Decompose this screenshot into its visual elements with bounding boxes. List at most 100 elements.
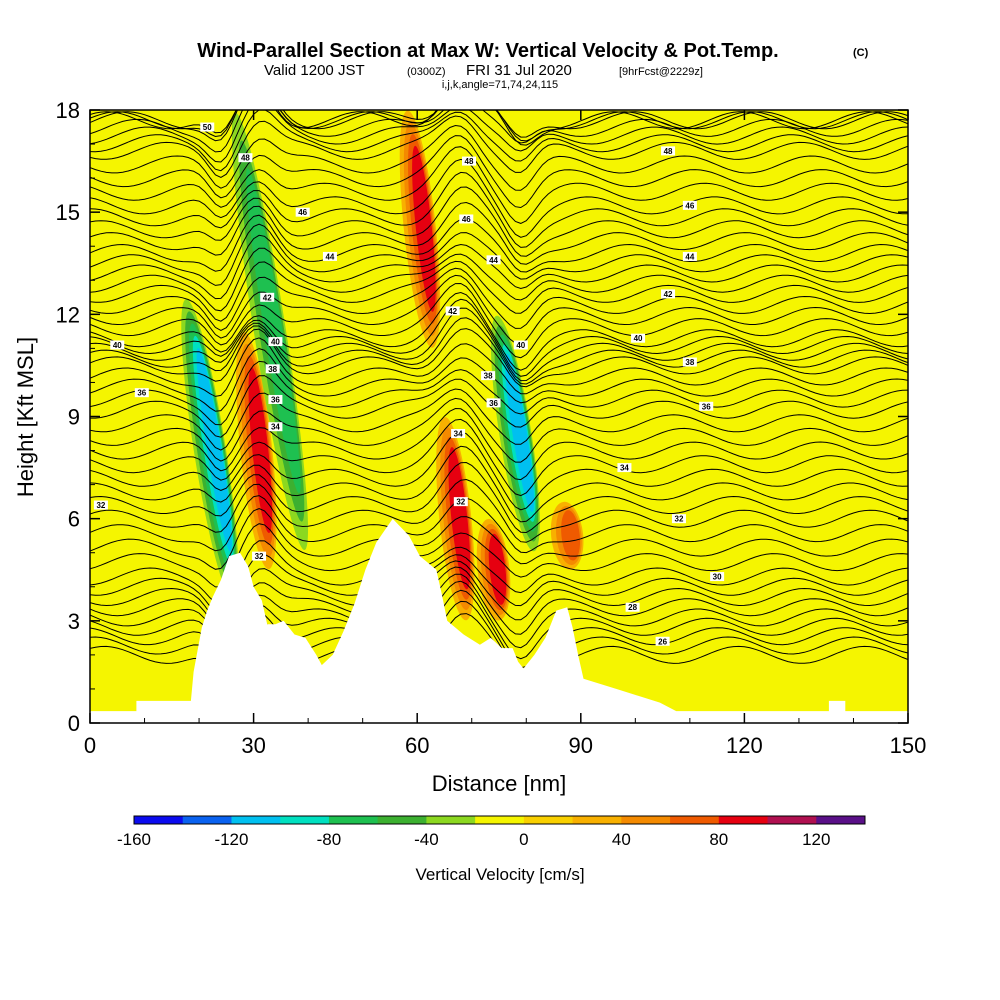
svg-text:42: 42 <box>448 307 457 316</box>
svg-text:36: 36 <box>489 399 498 408</box>
svg-text:38: 38 <box>685 358 694 367</box>
theta-contour-line <box>90 135 908 209</box>
theta-contour-line <box>90 282 908 359</box>
theta-contour-label: 32 <box>453 497 468 507</box>
svg-text:32: 32 <box>96 501 105 510</box>
theta-contour-line <box>90 508 908 570</box>
colorbar-label: Vertical Velocity [cm/s] <box>415 865 584 884</box>
theta-contour-label: 36 <box>268 394 283 404</box>
theta-contour-line <box>90 407 908 481</box>
theta-contour-line <box>90 158 908 238</box>
theta-contour-label: 44 <box>486 255 501 265</box>
theta-contour-line <box>90 214 908 273</box>
theta-contour-line <box>90 110 908 142</box>
colorbar-swatch <box>134 816 184 824</box>
theta-contour-label: 40 <box>631 333 646 343</box>
theta-contour-label: 42 <box>661 289 676 299</box>
x-tick-label: 30 <box>241 733 265 758</box>
plot-area: 32 36 40 50 48 46 44 42 40 38 36 34 32 48 46 44 42 40 38 36… <box>90 110 908 723</box>
y-tick-label: 6 <box>68 507 80 532</box>
theta-contour-label: 46 <box>295 207 310 217</box>
velocity-cell <box>246 168 301 494</box>
y-tick-label: 18 <box>56 98 80 123</box>
theta-contour-label: 38 <box>481 371 496 381</box>
svg-text:46: 46 <box>462 215 471 224</box>
colorbar-swatch <box>767 816 817 824</box>
theta-contour-line <box>90 478 908 543</box>
theta-contour-line <box>90 110 908 163</box>
svg-text:48: 48 <box>241 154 250 163</box>
theta-contour-line <box>90 397 908 463</box>
theta-contour-label: 46 <box>459 214 474 224</box>
theta-contour-label: 38 <box>265 364 280 374</box>
svg-text:50: 50 <box>203 123 212 132</box>
svg-text:40: 40 <box>634 334 643 343</box>
valid-date: FRI 31 Jul 2020 <box>466 62 572 79</box>
colorbar-swatch <box>280 816 330 824</box>
theta-contour-line <box>90 317 908 385</box>
colorbar-swatch <box>523 816 574 824</box>
valid-utc: (0300Z) <box>407 66 446 78</box>
theta-contour-label: 40 <box>110 340 125 350</box>
svg-text:38: 38 <box>268 365 277 374</box>
title-block: Wind-Parallel Section at Max W: Vertical… <box>197 40 868 91</box>
velocity-cell <box>448 447 471 590</box>
svg-text:40: 40 <box>113 341 122 350</box>
y-tick-label: 3 <box>68 609 80 634</box>
title-tag: (C) <box>853 47 869 59</box>
theta-contour-line <box>90 146 908 224</box>
x-axis: 0 30 60 90 120 150 <box>84 110 926 758</box>
svg-text:48: 48 <box>465 157 474 166</box>
colorbar-swatch <box>377 816 427 824</box>
colorbar-swatch <box>572 816 622 824</box>
colorbar-swatch <box>182 816 232 824</box>
theta-contour-label: 48 <box>661 146 676 156</box>
colorbar-swatch <box>718 816 769 824</box>
svg-text:32: 32 <box>255 552 264 561</box>
theta-contour-label: 40 <box>513 340 528 350</box>
y-tick-label: 9 <box>68 405 80 430</box>
theta-contour-label: 34 <box>617 463 632 473</box>
colorbar-tick-label: -40 <box>414 830 439 849</box>
svg-text:30: 30 <box>713 573 722 582</box>
colorbar-swatch <box>426 816 476 824</box>
theta-contour-line <box>90 418 908 497</box>
valid-forecast: [9hrFcst@2229z] <box>619 66 703 78</box>
theta-contour-label: 44 <box>682 251 697 261</box>
theta-contour-line <box>90 115 908 178</box>
valid-prefix: Valid 1200 JST <box>264 62 365 79</box>
x-tick-label: 60 <box>405 733 429 758</box>
svg-text:36: 36 <box>137 389 146 398</box>
theta-contour-line <box>90 307 908 382</box>
svg-text:26: 26 <box>658 637 667 646</box>
theta-contour-label: 48 <box>462 156 477 166</box>
theta-contour-line <box>90 291 908 371</box>
theta-contour-label: 34 <box>268 422 283 432</box>
svg-text:42: 42 <box>664 290 673 299</box>
theta-contour-line <box>90 495 908 554</box>
theta-contour-line <box>90 298 908 377</box>
theta-contour-line <box>90 445 908 523</box>
x-tick-label: 120 <box>726 733 763 758</box>
theta-contour-label: 30 <box>710 572 725 582</box>
theta-contour-label: 50 <box>200 122 215 132</box>
theta-contour-label: 34 <box>451 429 466 439</box>
svg-text:32: 32 <box>456 498 465 507</box>
x-tick-label: 0 <box>84 733 96 758</box>
theta-contour-label: 42 <box>260 292 275 302</box>
theta-contour-line <box>90 110 908 146</box>
theta-contour-label: 40 <box>268 337 283 347</box>
theta-contour-line <box>90 337 908 397</box>
svg-text:46: 46 <box>298 208 307 217</box>
theta-contour-line <box>90 186 908 257</box>
theta-contour-label: 48 <box>238 153 253 163</box>
svg-text:44: 44 <box>325 252 334 261</box>
svg-text:28: 28 <box>628 603 637 612</box>
theta-contour-label: 36 <box>486 398 501 408</box>
y-tick-label: 15 <box>56 200 80 225</box>
colorbar-swatch <box>231 816 281 824</box>
theta-contour-line <box>90 267 908 331</box>
svg-text:38: 38 <box>484 372 493 381</box>
svg-text:34: 34 <box>454 430 463 439</box>
